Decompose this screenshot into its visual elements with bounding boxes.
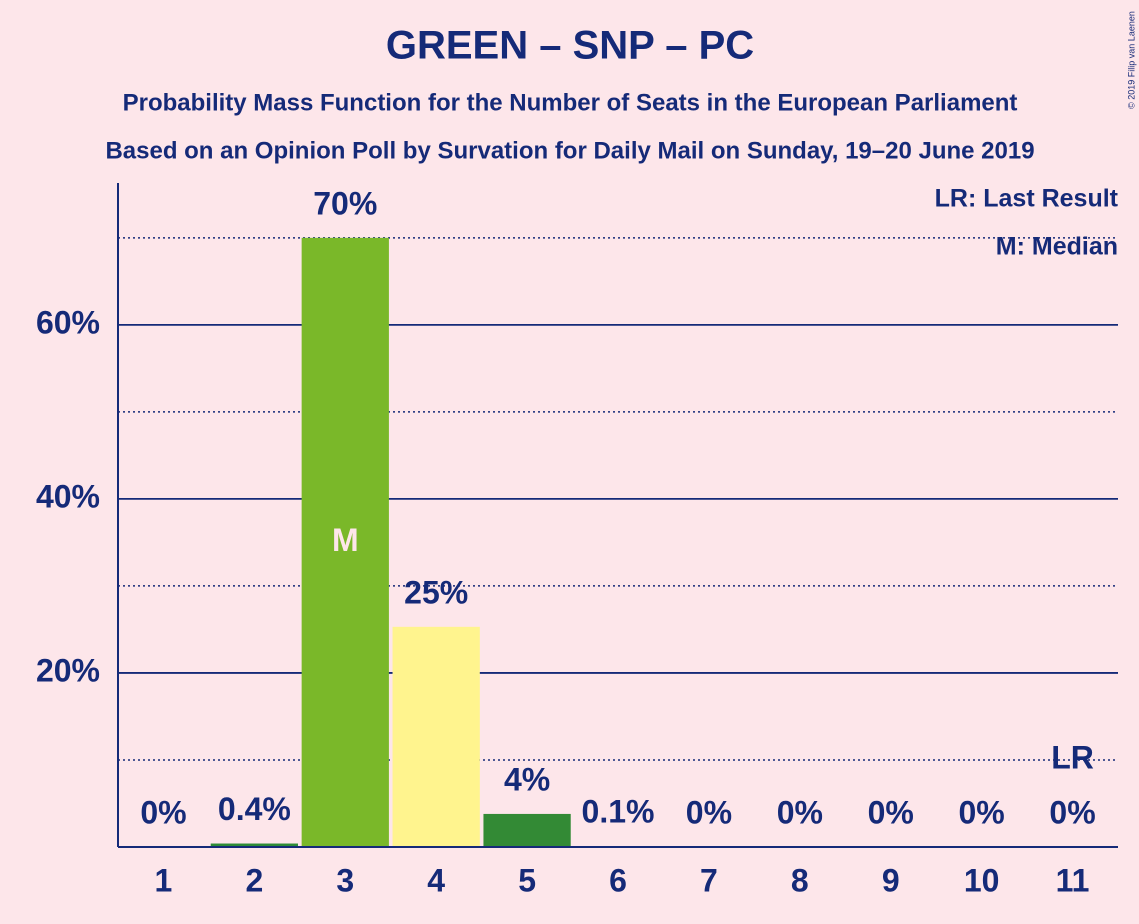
chart-subtitle: Probability Mass Function for the Number… [123, 89, 1018, 116]
x-tick-label: 5 [518, 862, 536, 898]
x-tick-label: 9 [882, 862, 900, 898]
x-tick-label: 7 [700, 862, 718, 898]
x-tick-label: 4 [427, 862, 445, 898]
value-label: 0% [777, 794, 823, 830]
y-tick-label: 60% [36, 304, 100, 340]
bar [301, 237, 389, 847]
x-tick-label: 3 [336, 862, 354, 898]
value-label: 0% [686, 794, 732, 830]
value-label: 0.4% [218, 791, 291, 827]
bar [392, 626, 480, 847]
value-label: 0% [868, 794, 914, 830]
x-tick-label: 10 [964, 862, 1000, 898]
x-tick-label: 2 [245, 862, 263, 898]
value-label: 70% [313, 185, 377, 221]
x-tick-label: 6 [609, 862, 627, 898]
last-result-marker: LR [1051, 739, 1094, 775]
value-label: 0% [959, 794, 1005, 830]
chart-subtitle: Based on an Opinion Poll by Survation fo… [105, 137, 1034, 164]
x-tick-label: 11 [1056, 862, 1090, 898]
copyright: © 2019 Filip van Laenen [1126, 11, 1136, 109]
bar [483, 813, 571, 847]
chart-title: GREEN – SNP – PC [386, 24, 754, 68]
legend-entry: LR: Last Result [935, 185, 1119, 213]
legend-entry: M: Median [996, 233, 1118, 261]
median-marker: M [332, 522, 359, 558]
bar [210, 843, 298, 847]
value-label: 4% [504, 761, 550, 797]
y-tick-label: 40% [36, 478, 100, 514]
x-tick-label: 8 [791, 862, 809, 898]
value-label: 0.1% [582, 794, 655, 830]
value-label: 0% [1049, 794, 1095, 830]
value-label: 0% [140, 794, 186, 830]
y-tick-label: 20% [36, 652, 100, 688]
value-label: 25% [404, 574, 468, 610]
x-tick-label: 1 [155, 862, 173, 898]
